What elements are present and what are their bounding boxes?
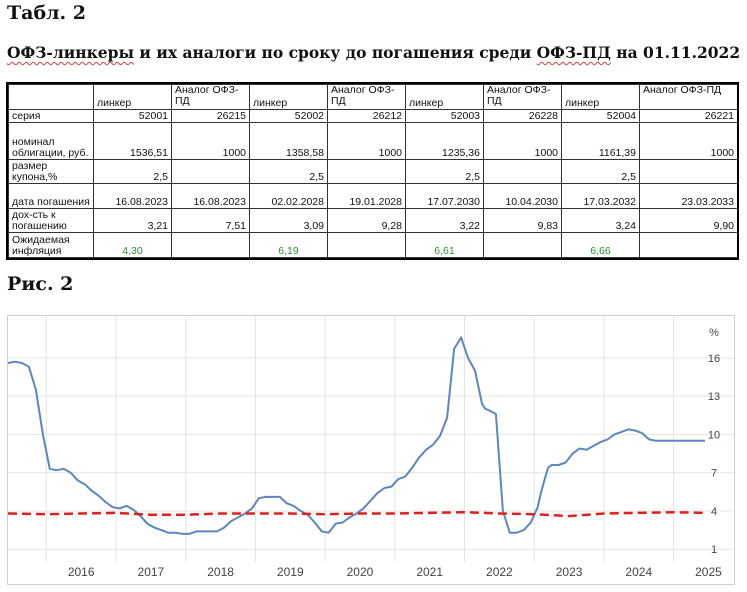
row-label: размер купона,% [8, 159, 94, 184]
table-cell: 1000 [171, 121, 250, 161]
table-cell [483, 159, 562, 184]
table-cell [639, 231, 737, 258]
table-cell: 16.08.2023 [93, 182, 172, 209]
table-cell: 1536,51 [93, 121, 172, 161]
table-header-cell: линкер [249, 84, 328, 110]
table-cell: 26212 [327, 109, 406, 123]
x-tick-label: 2017 [138, 565, 165, 579]
row-label: дох-сть к погашению [8, 207, 94, 233]
table-cell: 7,51 [171, 207, 250, 233]
table-cell: 9,83 [483, 207, 562, 233]
table-header-cell: линкер [93, 84, 172, 110]
table-cell: 02.02.2028 [249, 182, 328, 209]
table-cell: 17.07.2030 [405, 182, 484, 209]
table-cell: 1000 [483, 121, 562, 161]
table-caption: Табл. 2 [7, 2, 86, 24]
table-cell [483, 231, 562, 258]
table-cell [639, 159, 737, 184]
y-tick-label: 16 [708, 353, 720, 365]
table-cell: 19.01.2028 [327, 182, 406, 209]
table-cell: 52002 [249, 109, 328, 123]
table-cell [327, 159, 406, 184]
table-title: ОФЗ-линкеры и их аналоги по сроку до пог… [7, 43, 740, 62]
table-cell: 2,5 [93, 159, 172, 184]
bond-comparison-table: линкер Аналог ОФЗ-ПД линкер Аналог ОФЗ-ПД ли… [6, 82, 739, 260]
table-cell: 2,5 [249, 159, 328, 184]
table-cell: 52003 [405, 109, 484, 123]
table-cell: 52004 [561, 109, 640, 123]
y-tick-label: 10 [708, 429, 720, 441]
y-tick-label: 7 [711, 468, 717, 480]
table-cell [171, 231, 250, 258]
table-row: размер купона,% 2,5 2,5 2,5 2,5 [8, 159, 737, 184]
table-cell: 16.08.2023 [171, 182, 250, 209]
x-tick-label: 2024 [625, 565, 652, 579]
table-row: дох-сть к погашению 3,21 7,51 3,09 9,28 3,22 9… [8, 207, 737, 233]
x-tick-label: 2025 [695, 565, 722, 579]
table-row: дата погашения 16.08.2023 16.08.2023 02.02.… [8, 182, 737, 209]
table-title-part-linkers: ОФЗ-линкеры [7, 43, 135, 62]
table-cell: 6,61 [405, 231, 484, 258]
table-cell [327, 231, 406, 258]
table-cell: 1000 [327, 121, 406, 161]
yield-chart: 1 4 7 10 13 16% 2016 2017 2018 2019 2020 2021 2022 20… [7, 315, 735, 585]
x-tick-label: 2021 [416, 565, 443, 579]
table-header-row: линкер Аналог ОФЗ-ПД линкер Аналог ОФЗ-ПД ли… [8, 84, 737, 110]
row-label: Ожидаемая инфляция [8, 231, 94, 258]
table-header-cell: линкер [561, 84, 640, 110]
table-cell: 26215 [171, 109, 250, 123]
table-cell: 9,28 [327, 207, 406, 233]
yield-chart-svg: 1 4 7 10 13 16% 2016 2017 2018 2019 2020 2021 2022 20… [7, 316, 734, 579]
x-tick-label: 2019 [277, 565, 304, 579]
table-row: серия 52001 26215 52002 26212 52003 26228 52004… [8, 109, 737, 123]
table-cell: 3,09 [249, 207, 328, 233]
table-cell: 1161,39 [561, 121, 640, 161]
table-title-part-ofzpd: ОФЗ-ПД [536, 43, 611, 62]
table-cell: 4,30 [93, 231, 172, 258]
table-header-cell [8, 84, 94, 110]
figure-caption: Рис. 2 [7, 273, 74, 295]
table-cell: 9,90 [639, 207, 737, 233]
table-header-cell: Аналог ОФЗ-ПД [483, 84, 562, 110]
table-cell: 2,5 [405, 159, 484, 184]
x-tick-label: 2023 [556, 565, 583, 579]
unit-label: % [709, 327, 719, 339]
table-header-cell: Аналог ОФЗ-ПД [171, 84, 250, 110]
table-cell: 1235,36 [405, 121, 484, 161]
table-cell: 26221 [639, 109, 737, 123]
table-header-cell: линкер [405, 84, 484, 110]
table-cell: 26228 [483, 109, 562, 123]
table-cell: 23.03.2033 [639, 182, 737, 209]
table-cell: 3,24 [561, 207, 640, 233]
table-cell: 52001 [93, 109, 172, 123]
table-row: номинал облигации, руб. 1536,51 1000 1358,5… [8, 121, 737, 161]
x-tick-label: 2022 [486, 565, 513, 579]
y-tick-label: 13 [708, 391, 720, 403]
table-cell: 6,19 [249, 231, 328, 258]
table-cell: 1000 [639, 121, 737, 161]
x-tick-label: 2020 [347, 565, 374, 579]
table-cell: 6,66 [561, 231, 640, 258]
table-cell: 10.04.2030 [483, 182, 562, 209]
row-label: дата погашения [8, 182, 94, 209]
table-header-cell: Аналог ОФЗ-ПД [639, 84, 737, 110]
y-tick-label: 4 [711, 506, 717, 518]
table-cell: 1358,58 [249, 121, 328, 161]
table-cell [171, 159, 250, 184]
y-tick-label: 1 [711, 544, 717, 556]
x-tick-label: 2016 [68, 565, 95, 579]
row-label: серия [8, 109, 94, 123]
table-title-part-middle: и их аналоги по сроку до погашения среди [134, 43, 537, 62]
table-cell: 17.03.2032 [561, 182, 640, 209]
table-cell: 3,22 [405, 207, 484, 233]
row-label: номинал облигации, руб. [8, 121, 94, 161]
series-line-dashed [7, 510, 706, 518]
table-cell: 2,5 [561, 159, 640, 184]
table-header-cell: Аналог ОФЗ-ПД [327, 84, 406, 110]
x-tick-label: 2018 [207, 565, 234, 579]
table-title-part-date: на 01.11.2022 [610, 43, 741, 62]
series-line-main [7, 336, 705, 535]
table-cell: 3,21 [93, 207, 172, 233]
table-row: Ожидаемая инфляция 4,30 6,19 6,61 6,66 [8, 231, 737, 258]
